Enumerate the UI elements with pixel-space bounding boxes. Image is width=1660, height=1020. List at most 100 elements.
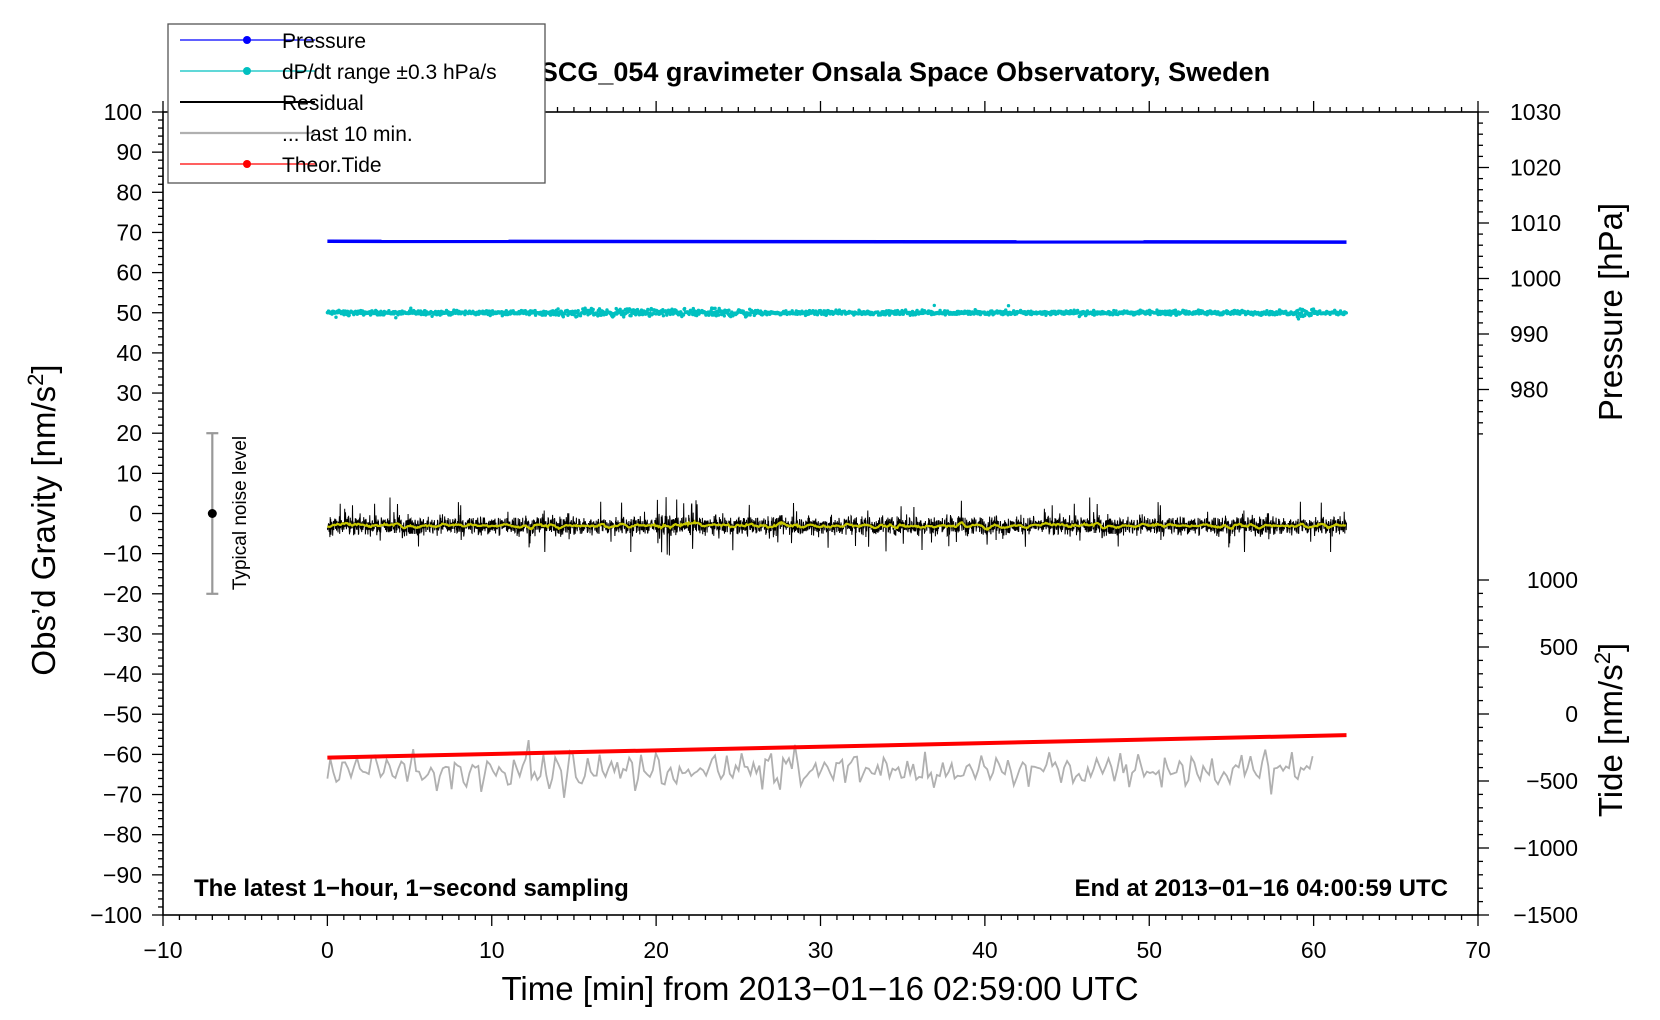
annotation-left: The latest 1−hour, 1−second sampling xyxy=(194,875,629,902)
series-residual-line xyxy=(326,497,1347,556)
x-tick-label: −10 xyxy=(143,937,182,963)
dpdt-point xyxy=(1148,312,1152,317)
tide-axis-label-text: Tide [nm/s xyxy=(1592,664,1629,817)
y-tick-label: 20 xyxy=(116,420,142,446)
legend-item-pressure: Pressure xyxy=(180,30,366,53)
dpdt-point xyxy=(618,307,622,311)
tide-tick-label: 0 xyxy=(1565,701,1578,727)
legend-label-tide: Theor.Tide xyxy=(282,154,382,177)
noise-indicator: Typical noise level xyxy=(206,432,251,595)
dpdt-point xyxy=(634,313,638,317)
y-tick-label: 70 xyxy=(116,219,142,245)
y-tick-label: −40 xyxy=(103,661,142,687)
y-tick-label: 80 xyxy=(116,179,142,205)
legend-item-dpdt: dP/dt range ±0.3 hPa/s xyxy=(180,61,497,84)
series-pressure-line xyxy=(327,239,1347,244)
legend-marker-pressure xyxy=(243,36,251,44)
legend-label-pressure: Pressure xyxy=(282,30,366,53)
dpdt-point xyxy=(1344,311,1349,315)
dpdt-point xyxy=(727,308,731,312)
series-dpdt xyxy=(325,303,1349,321)
dpdt-point xyxy=(597,307,602,311)
axis-ticks: −10 0 10 20 30 40 50 60 701009080706050403020100… xyxy=(90,99,1578,963)
y-tick-label: 50 xyxy=(116,300,142,326)
y-tick-label: −50 xyxy=(103,701,142,727)
legend-item-residual: Residual xyxy=(180,92,364,115)
legend: Pressure dP/dt range ±0.3 hPa/s Residual… xyxy=(167,23,546,184)
x-tick-label: 70 xyxy=(1465,937,1491,963)
dpdt-point xyxy=(1309,313,1313,317)
dpdt-point xyxy=(681,313,686,317)
y-axis-label: Obs’d Gravity [nm/s2] xyxy=(23,364,62,675)
y-tick-label: 10 xyxy=(116,460,142,486)
tide-tick-label: −500 xyxy=(1526,768,1578,794)
y-tick-label: 90 xyxy=(116,139,142,165)
pressure-tick-label: 980 xyxy=(1510,377,1548,403)
y-tick-label: 100 xyxy=(104,99,142,125)
dpdt-point xyxy=(790,309,794,313)
pressure-tick-label: 1030 xyxy=(1510,99,1561,125)
y-tick-label: 0 xyxy=(129,501,142,527)
dpdt-point xyxy=(622,315,626,319)
series-group xyxy=(325,239,1349,798)
dpdt-point xyxy=(713,306,717,310)
dpdt-point xyxy=(556,307,560,311)
y-tick-label: −30 xyxy=(103,621,142,647)
tide-tick-label: 500 xyxy=(1540,634,1578,660)
legend-label-dpdt: dP/dt range ±0.3 hPa/s xyxy=(282,61,497,84)
pressure-tick-label: 990 xyxy=(1510,321,1548,347)
dpdt-point xyxy=(1265,309,1269,313)
dpdt-point xyxy=(1296,317,1301,321)
y-tick-label: 30 xyxy=(116,380,142,406)
legend-marker-dpdt xyxy=(243,67,251,75)
dpdt-point xyxy=(561,315,565,319)
x-tick-label: 60 xyxy=(1301,937,1327,963)
chart-title: SCG_054 gravimeter Onsala Space Observat… xyxy=(540,57,1270,87)
dpdt-point xyxy=(548,313,553,317)
dpdt-point xyxy=(629,314,633,318)
legend-item-last10: ... last 10 min. xyxy=(180,123,413,146)
x-tick-label: 40 xyxy=(972,937,998,963)
x-tick-label: 50 xyxy=(1136,937,1162,963)
tide-axis-label-superscript: 2 xyxy=(1590,652,1615,664)
pressure-tick-label: 1010 xyxy=(1510,210,1561,236)
y-tick-label: −60 xyxy=(103,741,142,767)
legend-label-residual: Residual xyxy=(282,92,364,115)
y-tick-label: 60 xyxy=(116,260,142,286)
y-tick-label: −90 xyxy=(103,862,142,888)
dpdt-point xyxy=(661,314,666,318)
y-tick-label: −10 xyxy=(103,541,142,567)
x-axis-label: Time [min] from 2013−01−16 02:59:00 UTC xyxy=(501,970,1138,1007)
y-tick-label: 40 xyxy=(116,340,142,366)
dpdt-point xyxy=(334,315,338,319)
noise-label: Typical noise level xyxy=(230,436,251,590)
y-tick-label: −80 xyxy=(103,822,142,848)
dpdt-point xyxy=(1294,312,1298,316)
dpdt-point xyxy=(430,314,434,318)
series-last10-line xyxy=(326,739,1314,798)
noise-center-dot xyxy=(207,509,217,518)
y-axis-label-close: ] xyxy=(25,364,62,373)
legend-box xyxy=(167,23,546,184)
dpdt-point xyxy=(682,306,687,311)
pressure-axis-label: Pressure [hPa] xyxy=(1592,203,1629,421)
legend-label-last10: ... last 10 min. xyxy=(282,123,413,146)
dpdt-point xyxy=(1006,304,1011,308)
tide-tick-label: 1000 xyxy=(1527,567,1578,593)
tide-axis-label: Tide [nm/s2] xyxy=(1590,643,1629,817)
dpdt-point xyxy=(409,306,413,310)
y-tick-label: −70 xyxy=(103,782,142,808)
dpdt-point xyxy=(576,309,580,313)
x-tick-label: 30 xyxy=(808,937,834,963)
dpdt-point xyxy=(1114,309,1118,313)
series-tide-line xyxy=(327,733,1347,760)
x-tick-label: 0 xyxy=(321,937,334,963)
dpdt-point xyxy=(716,313,721,317)
y-axis-label-text: Obs’d Gravity [nm/s xyxy=(25,386,62,676)
x-tick-label: 10 xyxy=(479,937,505,963)
legend-item-tide: Theor.Tide xyxy=(180,154,382,177)
tide-tick-label: −1000 xyxy=(1513,835,1578,861)
dpdt-point xyxy=(591,307,595,312)
dpdt-point xyxy=(932,303,936,308)
